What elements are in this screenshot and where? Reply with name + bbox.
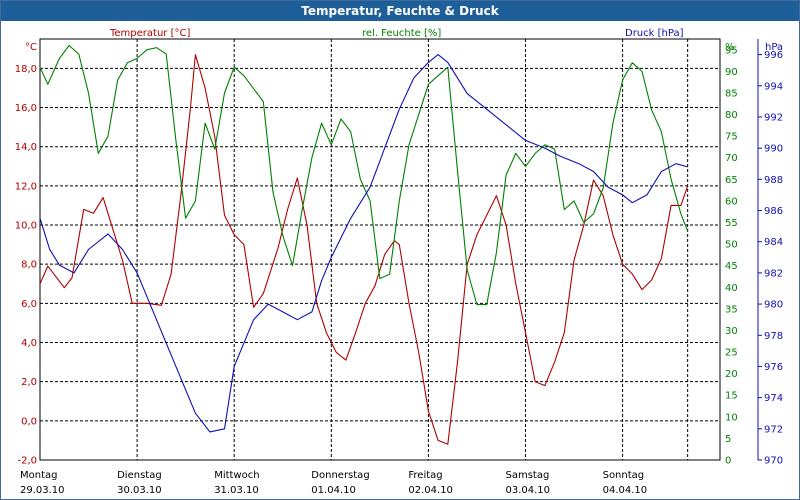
x-tick-day: Samstag xyxy=(506,470,550,481)
x-tick-date: 03.04.10 xyxy=(506,485,551,496)
humidity-series-line xyxy=(39,44,689,306)
pressure-tick-label: 988 xyxy=(764,175,783,186)
x-tick-day: Mittwoch xyxy=(214,470,259,481)
x-tick-date: 04.04.10 xyxy=(603,485,648,496)
humidity-tick-label: 55 xyxy=(725,218,738,229)
pressure-tick-label: 986 xyxy=(764,206,783,217)
humidity-tick-label: 45 xyxy=(725,261,738,272)
temp-tick-label: 10,0 xyxy=(15,221,37,232)
axis-labels: °C Temperatur [°C] rel. Feuchte [%] Druck [… xyxy=(25,28,783,53)
x-tick-date: 29.03.10 xyxy=(20,485,65,496)
temp-tick-label: 16,0 xyxy=(15,103,37,114)
pressure-tick-label: 984 xyxy=(764,237,783,248)
pressure-tick-label: 994 xyxy=(764,81,783,92)
pressure-tick-label: 980 xyxy=(764,300,783,311)
humidity-tick-label: 15 xyxy=(725,391,738,402)
axes: -2,0 0,0 2,0 4,0 6,0 8,0 10,0 12,0 14,0 16,0 18,0 M… xyxy=(15,39,783,496)
humidity-tick-label: 20 xyxy=(725,369,738,380)
humidity-tick-label: 40 xyxy=(725,283,738,294)
pressure-tick-label: 970 xyxy=(764,456,783,467)
x-tick-day: Donnerstag xyxy=(311,470,369,481)
temp-tick-label: 18,0 xyxy=(15,64,37,75)
humidity-tick-label: 25 xyxy=(725,348,738,359)
x-tick-date: 01.04.10 xyxy=(311,485,356,496)
temp-axis-label: Temperatur [°C] xyxy=(109,28,190,39)
pressure-tick-label: 982 xyxy=(764,268,783,279)
humidity-tick-label: 30 xyxy=(725,326,738,337)
temp-tick-label: 14,0 xyxy=(15,142,37,153)
humidity-tick-label: 80 xyxy=(725,110,738,121)
humidity-tick-label: 10 xyxy=(725,412,738,423)
temperature-series-line xyxy=(39,54,689,445)
pressure-unit-label: hPa xyxy=(765,42,783,53)
x-tick-day: Freitag xyxy=(408,470,442,481)
humidity-tick-label: 95 xyxy=(725,45,738,56)
temp-unit-label: °C xyxy=(25,42,37,53)
humidity-tick-label: 90 xyxy=(725,67,738,78)
x-tick-day: Montag xyxy=(20,470,57,481)
pressure-tick-label: 992 xyxy=(764,112,783,123)
humidity-tick-label: 65 xyxy=(725,175,738,186)
temp-tick-label: 0,0 xyxy=(21,416,37,427)
humidity-tick-label: 0 xyxy=(725,456,731,467)
temp-tick-label: 12,0 xyxy=(15,181,37,192)
humidity-tick-label: 60 xyxy=(725,196,738,207)
humidity-tick-label: 5 xyxy=(725,434,731,445)
x-tick-date: 30.03.10 xyxy=(117,485,162,496)
humidity-axis-label: rel. Feuchte [%] xyxy=(362,28,441,39)
humidity-tick-label: 70 xyxy=(725,153,738,164)
pressure-tick-label: 974 xyxy=(764,393,783,404)
x-tick-day: Sonntag xyxy=(603,470,645,481)
pressure-tick-label: 978 xyxy=(764,331,783,342)
humidity-tick-label: 85 xyxy=(725,88,738,99)
series-lines xyxy=(39,44,689,445)
temp-tick-label: 4,0 xyxy=(21,338,37,349)
chart-title: Temperatur, Feuchte & Druck xyxy=(1,1,799,21)
grid-lines xyxy=(39,38,721,461)
humidity-tick-label: 75 xyxy=(725,132,738,143)
temp-tick-label: 8,0 xyxy=(21,260,37,271)
pressure-axis-label: Druck [hPa] xyxy=(625,28,684,39)
pressure-tick-label: 972 xyxy=(764,424,783,435)
humidity-tick-label: 35 xyxy=(725,304,738,315)
pressure-series-line xyxy=(39,54,688,433)
temp-tick-label: 6,0 xyxy=(21,299,37,310)
x-tick-date: 02.04.10 xyxy=(408,485,453,496)
x-tick-date: 31.03.10 xyxy=(214,485,259,496)
temp-tick-label: -2,0 xyxy=(17,456,37,467)
pressure-tick-label: 996 xyxy=(764,50,783,61)
pressure-tick-label: 990 xyxy=(764,144,783,155)
humidity-unit-label: % xyxy=(725,42,735,53)
humidity-tick-label: 50 xyxy=(725,240,738,251)
temp-tick-label: 2,0 xyxy=(21,377,37,388)
pressure-tick-label: 976 xyxy=(764,362,783,373)
x-tick-day: Dienstag xyxy=(117,470,162,481)
